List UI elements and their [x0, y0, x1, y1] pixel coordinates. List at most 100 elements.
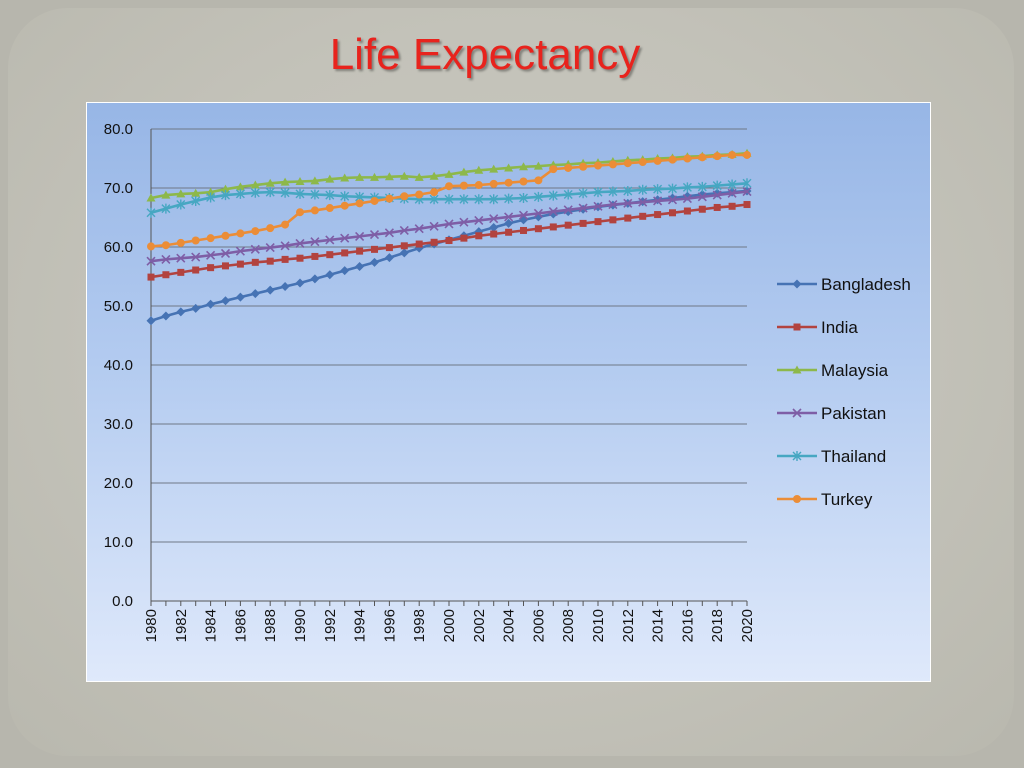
x-tick-label: 1980	[143, 609, 160, 642]
data-point-malaysia	[235, 182, 245, 191]
data-point-thailand	[742, 178, 752, 189]
data-point-thailand	[563, 189, 573, 200]
data-point-thailand	[608, 186, 618, 197]
data-point-bangladesh	[191, 303, 201, 313]
data-point-india	[445, 237, 453, 245]
y-tick-label: 50.0	[104, 298, 133, 315]
data-point-turkey	[579, 162, 588, 171]
legend-label-thailand: Thailand	[821, 447, 886, 466]
data-point-malaysia	[265, 178, 275, 187]
data-point-malaysia	[414, 172, 424, 181]
data-point-turkey	[489, 179, 498, 188]
data-point-india	[669, 209, 676, 217]
data-point-bangladesh	[548, 209, 558, 219]
data-point-turkey	[221, 231, 230, 240]
data-point-india	[728, 202, 736, 210]
data-point-turkey	[608, 160, 617, 169]
data-point-india	[415, 240, 423, 248]
x-tick-label: 2012	[620, 609, 637, 642]
line-chart: 0.0 10.0 20.0 30.0 40.0 50.0 60.0 70.0 80.0 1980 1…	[104, 121, 911, 642]
data-point-india	[683, 207, 691, 215]
data-point-thailand	[533, 191, 543, 202]
data-point-india	[400, 242, 408, 250]
data-point-thailand	[638, 184, 648, 195]
data-point-bangladesh	[280, 282, 290, 292]
data-point-india	[594, 218, 602, 226]
data-point-pakistan	[340, 233, 350, 243]
data-point-turkey	[668, 155, 677, 164]
data-point-thailand	[146, 207, 156, 218]
data-point-malaysia	[459, 167, 469, 176]
data-point-pakistan	[518, 210, 529, 220]
data-point-thailand	[474, 194, 484, 205]
data-point-turkey	[325, 204, 334, 213]
data-point-bangladesh	[161, 311, 171, 321]
data-point-malaysia	[519, 162, 528, 171]
chart-frame: 0.0 10.0 20.0 30.0 40.0 50.0 60.0 70.0 80.0 1980 1…	[86, 102, 931, 682]
data-point-thailand	[340, 191, 350, 202]
data-point-thailand	[310, 189, 320, 200]
x-tick-label: 1984	[203, 609, 220, 642]
data-point-bangladesh	[265, 285, 275, 295]
data-point-pakistan	[191, 252, 201, 262]
data-point-turkey	[549, 165, 558, 174]
data-point-turkey	[564, 163, 573, 172]
data-point-pakistan	[429, 221, 439, 231]
data-point-thailand	[593, 187, 603, 198]
data-point-thailand	[712, 180, 722, 191]
data-point-turkey	[430, 188, 439, 197]
data-point-india	[713, 203, 721, 211]
data-point-india	[326, 251, 334, 259]
data-point-thailand	[623, 185, 633, 196]
data-point-bangladesh	[355, 261, 365, 271]
data-point-pakistan	[235, 246, 245, 256]
data-point-pakistan	[399, 225, 409, 236]
x-tick-label: 2004	[501, 609, 518, 642]
x-tick-label: 1990	[292, 609, 309, 642]
data-point-turkey	[698, 153, 707, 162]
data-point-india	[639, 212, 647, 220]
x-tick-label: 1988	[262, 609, 279, 642]
data-point-bangladesh	[221, 296, 230, 306]
data-point-turkey	[340, 201, 349, 210]
data-point-thailand	[444, 194, 454, 205]
data-point-india	[698, 205, 706, 213]
data-point-turkey	[504, 178, 513, 187]
data-point-india	[177, 268, 185, 276]
data-point-malaysia	[370, 172, 379, 181]
x-tick-label: 1998	[411, 609, 428, 642]
data-point-malaysia	[295, 177, 305, 186]
data-point-turkey	[355, 199, 364, 208]
data-point-pakistan	[504, 212, 514, 222]
x-tick-label: 1982	[173, 609, 190, 642]
data-point-bangladesh	[235, 292, 245, 302]
data-point-turkey	[534, 176, 543, 185]
data-point-pakistan	[742, 186, 752, 197]
data-point-pakistan	[578, 203, 588, 213]
data-point-thailand	[325, 190, 335, 201]
data-point-pakistan	[146, 256, 156, 266]
data-point-pakistan	[489, 214, 499, 224]
data-point-thailand	[161, 203, 171, 214]
data-point-thailand	[221, 190, 230, 201]
data-point-pakistan	[533, 208, 543, 218]
data-point-thailand	[489, 194, 499, 205]
data-point-pakistan	[548, 207, 558, 217]
data-point-turkey	[474, 181, 483, 190]
x-tick-label: 1996	[381, 609, 398, 642]
data-point-india	[490, 230, 498, 238]
data-point-turkey	[459, 181, 468, 190]
data-point-bangladesh	[176, 307, 186, 317]
data-point-thailand	[459, 194, 469, 205]
data-point-india	[609, 216, 617, 224]
data-point-india	[236, 260, 244, 268]
data-point-turkey	[743, 150, 751, 159]
data-point-turkey	[683, 154, 692, 163]
data-point-india	[520, 226, 527, 234]
x-tick-label: 2020	[739, 609, 756, 642]
data-point-india	[475, 232, 483, 240]
data-point-turkey	[251, 227, 260, 236]
data-point-india	[281, 255, 289, 263]
data-point-india	[654, 211, 662, 219]
data-point-turkey	[653, 156, 662, 165]
